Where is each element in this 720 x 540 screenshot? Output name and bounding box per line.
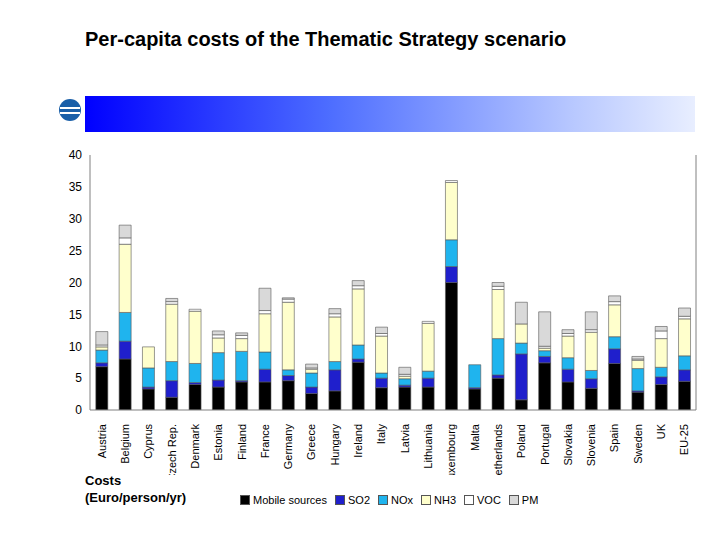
svg-text:France: France — [259, 424, 271, 458]
html-text:Costs (Euro/person/yr): Costs (Euro/person/yr) — [85, 473, 187, 505]
svg-text:Slovenia: Slovenia — [585, 423, 597, 466]
svg-text:Netherlands: Netherlands — [492, 424, 504, 475]
html-text:PM: PM — [521, 494, 539, 506]
svg-text:Malta: Malta — [469, 423, 481, 451]
html-text:NH3: NH3 — [434, 494, 456, 506]
html-text:Mobile sources: Mobile sources — [253, 494, 327, 506]
svg-text:Estonia: Estonia — [212, 423, 224, 461]
svg-text:40: 40 — [69, 148, 83, 162]
svg-text:EU-25: EU-25 — [678, 424, 690, 455]
html-text:SO2: SO2 — [348, 494, 370, 506]
svg-text:Belgium: Belgium — [119, 424, 131, 464]
html-text:VOC: VOC — [477, 494, 501, 506]
svg-text:25: 25 — [69, 244, 83, 258]
svg-text:Austria: Austria — [96, 423, 108, 458]
svg-text:Portugal: Portugal — [539, 424, 551, 465]
svg-text:UK: UK — [655, 423, 667, 439]
svg-text:Luxembourg: Luxembourg — [445, 424, 457, 475]
svg-text:30: 30 — [69, 212, 83, 226]
svg-text:10: 10 — [69, 340, 83, 354]
svg-text:0: 0 — [75, 403, 82, 417]
svg-text:Latvia: Latvia — [399, 423, 411, 453]
svg-text:Czech Rep.: Czech Rep. — [166, 424, 178, 475]
html-text:NOx: NOx — [391, 494, 413, 506]
svg-text:Germany: Germany — [282, 424, 294, 470]
svg-text:15: 15 — [69, 308, 83, 322]
svg-text:35: 35 — [69, 180, 83, 194]
svg-text:Sweden: Sweden — [632, 424, 644, 464]
svg-text:Greece: Greece — [305, 424, 317, 460]
svg-text:Spain: Spain — [608, 424, 620, 452]
svg-text:Poland: Poland — [515, 424, 527, 458]
svg-text:Cyprus: Cyprus — [142, 424, 154, 459]
svg-text:20: 20 — [69, 276, 83, 290]
svg-text:Italy: Italy — [375, 424, 387, 445]
svg-text:Denmark: Denmark — [189, 424, 201, 469]
svg-text:5: 5 — [75, 371, 82, 385]
svg-text:Ireland: Ireland — [352, 424, 364, 458]
svg-text:Hungary: Hungary — [329, 424, 341, 466]
html-text:Per-capita costs of the Themat: Per-capita costs of the Thematic Strateg… — [85, 28, 567, 50]
svg-text:Lithuania: Lithuania — [422, 423, 434, 469]
svg-text:Finland: Finland — [236, 424, 248, 460]
svg-text:Slovakia: Slovakia — [562, 423, 574, 465]
